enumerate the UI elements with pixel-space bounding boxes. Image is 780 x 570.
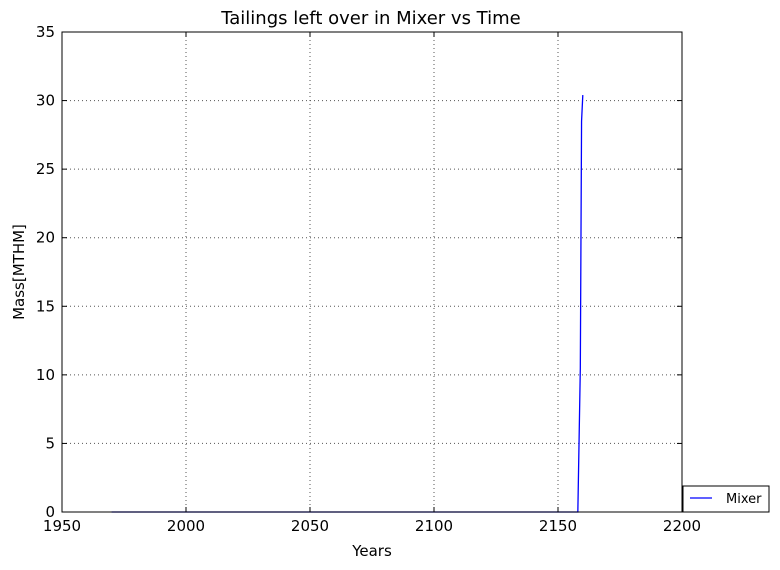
y-tick-label: 15 [36,297,55,315]
y-axis-label: Mass[MTHM] [10,224,28,320]
y-tick-label: 20 [36,229,55,247]
y-tick-label: 25 [36,160,55,178]
x-axis-label: Years [351,542,392,560]
plot-area-frame [61,31,683,513]
y-tick-label: 35 [36,23,55,41]
y-tick-label: 0 [45,503,55,521]
x-axis-ticks: 1950 2000 2050 2100 2150 2200 [43,32,701,535]
series-line-mixer [111,95,584,513]
y-tick-label: 5 [45,434,55,452]
legend-label-mixer: Mixer [726,492,762,507]
y-tick-label: 30 [36,92,55,110]
series-layer [111,95,584,513]
x-tick-label: 2050 [291,517,329,535]
y-tick-label: 10 [36,366,55,384]
legend-box [682,485,770,513]
x-tick-label: 2000 [167,517,205,535]
y-axis-ticks: 0 5 10 15 20 25 30 35 [36,23,682,521]
x-tick-label: 2200 [663,517,701,535]
grid-lines [62,32,682,512]
legend: Mixer [682,485,770,513]
chart-title: Tailings left over in Mixer vs Time [220,8,520,29]
x-tick-label: 1950 [43,517,81,535]
x-tick-label: 2150 [539,517,577,535]
x-tick-label: 2100 [415,517,453,535]
